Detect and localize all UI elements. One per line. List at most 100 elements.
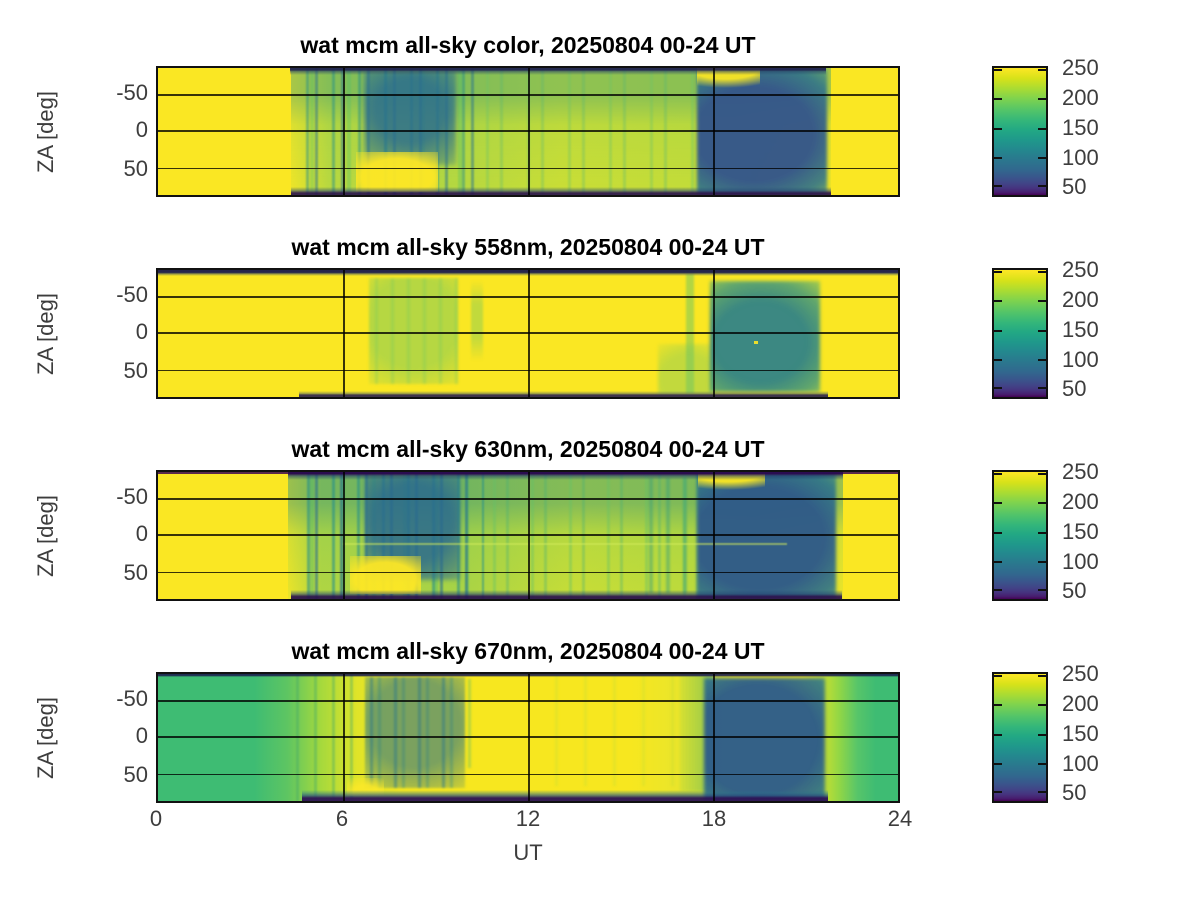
colorbar-tick: [994, 531, 1002, 534]
panel2-y-axis-label: ZA [deg]: [33, 292, 59, 375]
panel2-ytick-0: 0: [135, 319, 148, 344]
gridline-v-18: [713, 270, 715, 397]
panel3-title: wat mcm all-sky 630nm, 20250804 00-24 UT: [291, 436, 765, 462]
colorbar-tick: [1038, 98, 1046, 101]
panel4-cblabel-150: 150: [1062, 721, 1099, 746]
panel2-cblabel-50: 50: [1062, 376, 1087, 401]
xtick-24: 24: [887, 806, 913, 831]
panel1-top-edge-vignette: [289, 68, 827, 75]
panel3-cblabel-100: 100: [1062, 549, 1099, 574]
xtick-0: 0: [149, 806, 163, 831]
panel2-faint-streaks: [368, 277, 458, 385]
colorbar-tick: [1038, 704, 1046, 707]
panel4-cblabel-50: 50: [1062, 780, 1087, 805]
panel2-colorbar: [992, 268, 1048, 399]
colorbar-tick: [1038, 790, 1046, 793]
colorbar-tick: [1038, 733, 1046, 736]
colorbar-tick: [1038, 127, 1046, 130]
colorbar-tick: [1038, 69, 1046, 72]
panel2-bottom-edge-vignette: [298, 391, 828, 397]
panel1-cblabel-50: 50: [1062, 174, 1087, 199]
gridline-v-12: [528, 68, 530, 195]
colorbar-tick: [1038, 531, 1046, 534]
panel4-cblabel-100: 100: [1062, 751, 1099, 776]
panel4-thin-streaks: [463, 679, 479, 768]
panel4-ytick-50: 50: [123, 762, 148, 787]
panel2-ytick-50: 50: [123, 358, 148, 383]
panel3-keogram-heatmap: [156, 470, 900, 601]
colorbar-tick: [1038, 473, 1046, 476]
panel4-streak-band-morning: [365, 676, 466, 789]
panel1-keogram-heatmap: [156, 66, 900, 197]
panel3-cblabel-200: 200: [1062, 489, 1099, 514]
panel1-ytick-50: 50: [123, 156, 148, 181]
panel1-bright-spot: [356, 151, 438, 193]
panel4-ytick--50: -50: [116, 686, 148, 711]
panel4-dark-cloud-blob: [704, 677, 826, 801]
panel1-teal-patch: [363, 70, 457, 165]
panel4-colorbar: [992, 672, 1048, 803]
panel2-cblabel-100: 100: [1062, 347, 1099, 372]
colorbar-tick: [994, 386, 1002, 389]
panel1-cblabel-150: 150: [1062, 115, 1099, 140]
colorbar-tick: [994, 588, 1002, 591]
panel2-cblabel-200: 200: [1062, 287, 1099, 312]
panel3-ytick-50: 50: [123, 560, 148, 585]
panel2-ytick--50: -50: [116, 282, 148, 307]
colorbar-tick: [1038, 560, 1046, 563]
colorbar-tick: [1038, 271, 1046, 274]
panel2-dark-cloud-blob: [710, 281, 820, 392]
panel1-cblabel-250: 250: [1062, 55, 1099, 80]
panel1-ytick--50: -50: [116, 80, 148, 105]
panel1-cblabel-100: 100: [1062, 145, 1099, 170]
colorbar-tick: [994, 156, 1002, 159]
colorbar-tick: [1038, 184, 1046, 187]
panel3-bottom-edge-vignette: [291, 590, 843, 599]
colorbar-tick: [1038, 329, 1046, 332]
colorbar-tick: [1038, 358, 1046, 361]
panel3-cblabel-50: 50: [1062, 578, 1087, 603]
panel2-keogram-heatmap: [156, 268, 900, 399]
colorbar-tick: [1038, 588, 1046, 591]
colorbar-tick: [1038, 386, 1046, 389]
gridline-v-6: [343, 472, 345, 599]
colorbar-tick: [1038, 502, 1046, 505]
x-axis-label: UT: [513, 840, 543, 865]
gridline-v-6: [343, 68, 345, 195]
colorbar-tick: [994, 184, 1002, 187]
xtick-12: 12: [515, 806, 541, 831]
xtick-18: 18: [701, 806, 727, 831]
panel4-y-axis-label: ZA [deg]: [33, 696, 59, 779]
panel4-keogram-heatmap: [156, 672, 900, 803]
gridline-v-12: [528, 270, 530, 397]
gridline-v-18: [713, 674, 715, 801]
colorbar-tick: [994, 329, 1002, 332]
panel4-cblabel-250: 250: [1062, 661, 1099, 686]
colorbar-tick: [994, 358, 1002, 361]
panel3-colorbar: [992, 470, 1048, 601]
panel2-cblabel-150: 150: [1062, 317, 1099, 342]
panel3-ytick--50: -50: [116, 484, 148, 509]
gridline-v-6: [343, 674, 345, 801]
gridline-v-18: [713, 68, 715, 195]
panel2-smudge: [657, 343, 713, 395]
colorbar-tick: [994, 675, 1002, 678]
panel1-title: wat mcm all-sky color, 20250804 00-24 UT: [300, 32, 756, 58]
panel2-cblabel-250: 250: [1062, 257, 1099, 282]
panel2-title: wat mcm all-sky 558nm, 20250804 00-24 UT: [291, 234, 765, 260]
gridline-v-12: [528, 472, 530, 599]
colorbar-tick: [994, 790, 1002, 793]
panel3-bright-spot: [350, 555, 421, 594]
gridline-v-12: [528, 674, 530, 801]
panel2-bright-speck: [753, 341, 758, 345]
xtick-6: 6: [335, 806, 349, 831]
gridline-v-6: [343, 270, 345, 397]
colorbar-tick: [994, 271, 1002, 274]
colorbar-tick: [994, 300, 1002, 303]
panel1-bottom-edge-vignette: [291, 187, 832, 195]
panel3-cblabel-250: 250: [1062, 459, 1099, 484]
colorbar-tick: [994, 560, 1002, 563]
colorbar-tick: [1038, 675, 1046, 678]
panel4-bottom-dark-band: [302, 790, 828, 801]
